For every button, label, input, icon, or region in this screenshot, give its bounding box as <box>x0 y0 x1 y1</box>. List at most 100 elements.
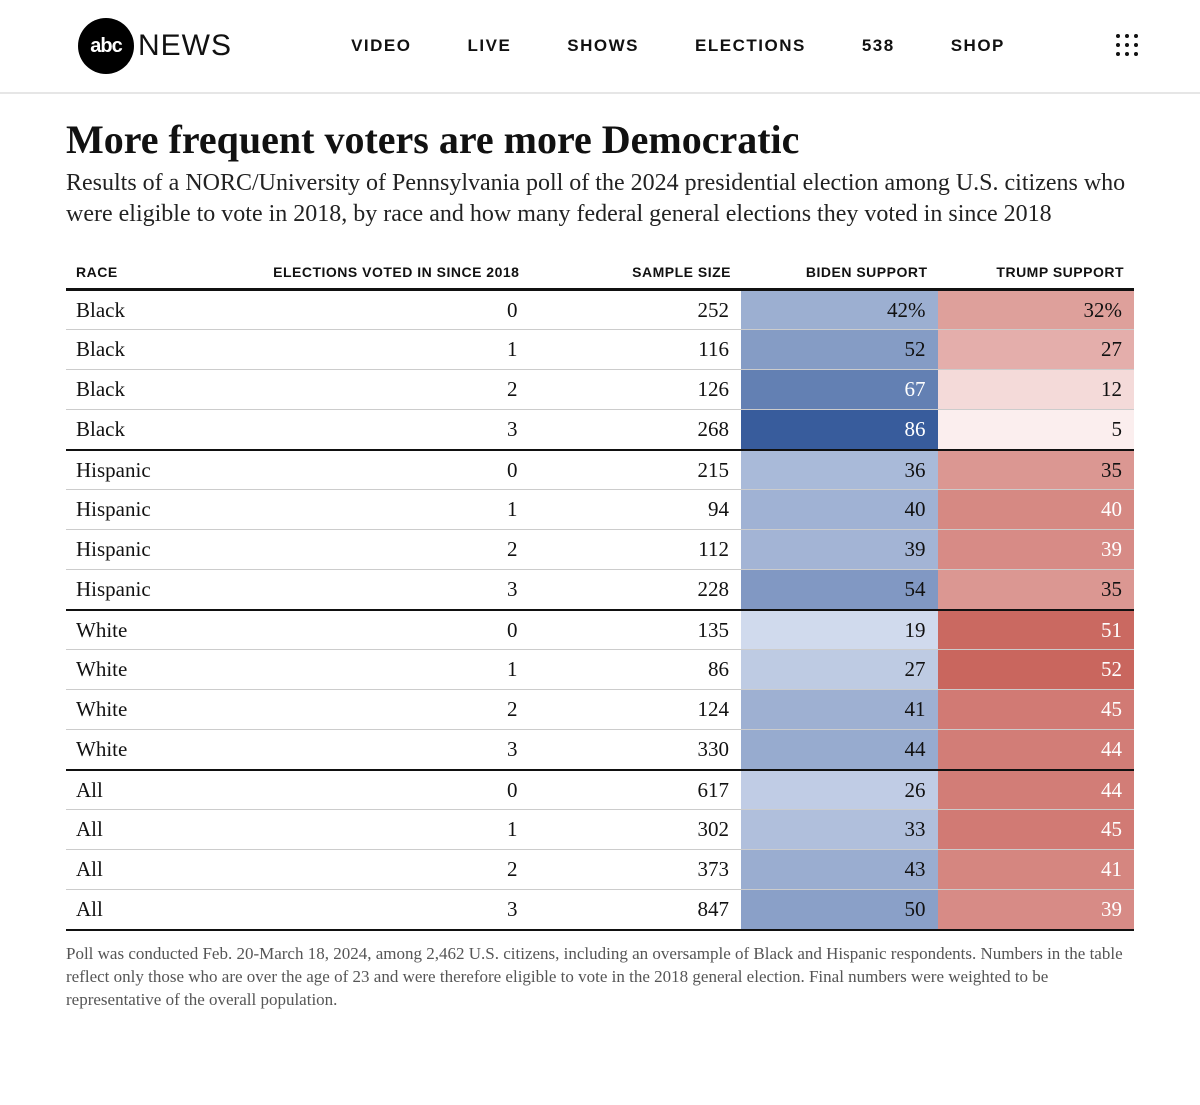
cell-biden: 50 <box>741 890 937 930</box>
cell-race: Hispanic <box>66 530 247 570</box>
cell-race: White <box>66 690 247 730</box>
chart-footnote: Poll was conducted Feb. 20-March 18, 202… <box>66 943 1134 1012</box>
cell-sample: 124 <box>529 690 741 730</box>
cell-biden: 52 <box>741 330 937 370</box>
cell-biden: 26 <box>741 770 937 810</box>
cell-trump: 39 <box>938 890 1135 930</box>
table-row: Black3268865 <box>66 410 1134 450</box>
cell-sample: 228 <box>529 570 741 610</box>
cell-biden: 40 <box>741 490 937 530</box>
cell-elections: 2 <box>247 370 529 410</box>
table-row: Hispanic02153635 <box>66 450 1134 490</box>
cell-sample: 94 <box>529 490 741 530</box>
cell-elections: 3 <box>247 570 529 610</box>
cell-race: White <box>66 610 247 650</box>
cell-sample: 112 <box>529 530 741 570</box>
top-nav: abc NEWS VIDEO LIVE SHOWS ELECTIONS 538 … <box>0 0 1200 94</box>
table-row: Hispanic32285435 <box>66 570 1134 610</box>
chart-subtitle: Results of a NORC/University of Pennsylv… <box>66 168 1134 230</box>
cell-sample: 617 <box>529 770 741 810</box>
poll-table: RACE ELECTIONS VOTED IN SINCE 2018 SAMPL… <box>66 258 1134 931</box>
cell-race: Black <box>66 290 247 330</box>
cell-race: White <box>66 650 247 690</box>
cell-trump: 12 <box>938 370 1135 410</box>
cell-trump: 44 <box>938 770 1135 810</box>
apps-menu-icon[interactable] <box>1116 34 1140 58</box>
cell-sample: 86 <box>529 650 741 690</box>
cell-sample: 116 <box>529 330 741 370</box>
cell-elections: 0 <box>247 770 529 810</box>
cell-elections: 3 <box>247 410 529 450</box>
cell-elections: 1 <box>247 650 529 690</box>
cell-race: All <box>66 770 247 810</box>
cell-race: Hispanic <box>66 450 247 490</box>
table-row: Black21266712 <box>66 370 1134 410</box>
nav-video[interactable]: VIDEO <box>351 36 411 56</box>
nav-elections[interactable]: ELECTIONS <box>695 36 806 56</box>
cell-sample: 126 <box>529 370 741 410</box>
cell-elections: 1 <box>247 330 529 370</box>
site-logo[interactable]: abc NEWS <box>78 18 232 74</box>
cell-sample: 330 <box>529 730 741 770</box>
cell-elections: 3 <box>247 890 529 930</box>
nav-538[interactable]: 538 <box>862 36 895 56</box>
cell-elections: 2 <box>247 850 529 890</box>
table-row: All38475039 <box>66 890 1134 930</box>
cell-elections: 0 <box>247 290 529 330</box>
nav-shows[interactable]: SHOWS <box>567 36 639 56</box>
th-sample: SAMPLE SIZE <box>529 258 741 290</box>
cell-race: All <box>66 850 247 890</box>
cell-trump: 45 <box>938 690 1135 730</box>
cell-biden: 39 <box>741 530 937 570</box>
th-elec: ELECTIONS VOTED IN SINCE 2018 <box>247 258 529 290</box>
cell-trump: 44 <box>938 730 1135 770</box>
cell-trump: 52 <box>938 650 1135 690</box>
cell-trump: 5 <box>938 410 1135 450</box>
cell-sample: 215 <box>529 450 741 490</box>
cell-elections: 2 <box>247 690 529 730</box>
nav-live[interactable]: LIVE <box>468 36 512 56</box>
th-race: RACE <box>66 258 247 290</box>
cell-biden: 86 <box>741 410 937 450</box>
table-row: All06172644 <box>66 770 1134 810</box>
cell-trump: 45 <box>938 810 1135 850</box>
table-row: Hispanic21123939 <box>66 530 1134 570</box>
cell-trump: 35 <box>938 450 1135 490</box>
cell-race: All <box>66 890 247 930</box>
table-row: All23734341 <box>66 850 1134 890</box>
cell-trump: 32% <box>938 290 1135 330</box>
cell-biden: 44 <box>741 730 937 770</box>
cell-trump: 40 <box>938 490 1135 530</box>
cell-elections: 0 <box>247 610 529 650</box>
cell-biden: 27 <box>741 650 937 690</box>
logo-text: NEWS <box>138 29 232 63</box>
table-row: White21244145 <box>66 690 1134 730</box>
table-row: White1862752 <box>66 650 1134 690</box>
cell-biden: 36 <box>741 450 937 490</box>
cell-trump: 41 <box>938 850 1135 890</box>
main-nav: VIDEO LIVE SHOWS ELECTIONS 538 SHOP <box>280 36 1076 56</box>
cell-sample: 847 <box>529 890 741 930</box>
table-row: Hispanic1944040 <box>66 490 1134 530</box>
cell-race: Black <box>66 410 247 450</box>
table-row: White01351951 <box>66 610 1134 650</box>
cell-elections: 1 <box>247 490 529 530</box>
cell-trump: 27 <box>938 330 1135 370</box>
cell-biden: 19 <box>741 610 937 650</box>
cell-elections: 1 <box>247 810 529 850</box>
th-biden: BIDEN SUPPORT <box>741 258 937 290</box>
table-row: White33304444 <box>66 730 1134 770</box>
cell-sample: 302 <box>529 810 741 850</box>
cell-race: Black <box>66 330 247 370</box>
cell-biden: 42% <box>741 290 937 330</box>
cell-biden: 41 <box>741 690 937 730</box>
cell-race: White <box>66 730 247 770</box>
cell-race: Hispanic <box>66 570 247 610</box>
cell-race: All <box>66 810 247 850</box>
cell-elections: 0 <box>247 450 529 490</box>
cell-race: Black <box>66 370 247 410</box>
cell-biden: 43 <box>741 850 937 890</box>
nav-shop[interactable]: SHOP <box>951 36 1005 56</box>
cell-sample: 268 <box>529 410 741 450</box>
cell-trump: 35 <box>938 570 1135 610</box>
